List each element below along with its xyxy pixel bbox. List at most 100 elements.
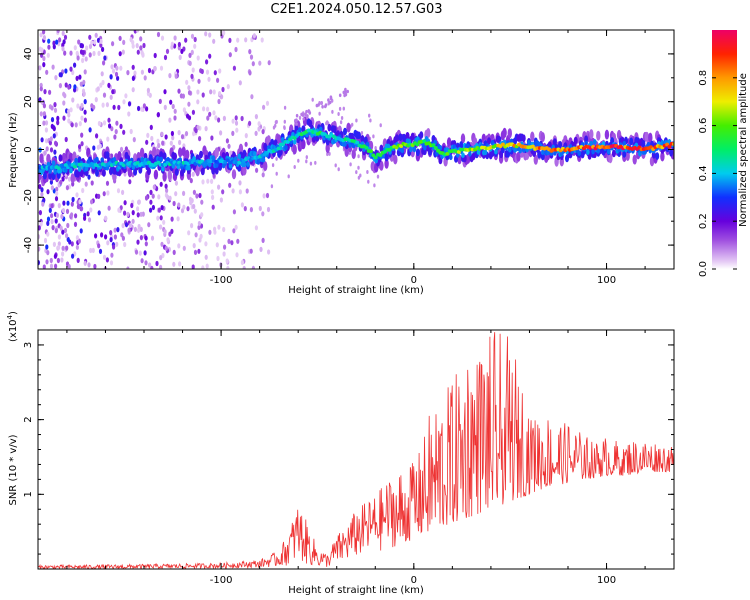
- heatmap-ridge-cell: [51, 160, 56, 166]
- heatmap-noise-cell: [115, 65, 119, 71]
- heatmap-ridge-cell: [629, 137, 634, 146]
- heatmap-ridge-cell: [242, 165, 247, 176]
- heatmap-noise-cell: [329, 96, 333, 101]
- heatmap-noise-cell: [90, 40, 94, 46]
- heatmap-noise-cell: [80, 132, 84, 138]
- heatmap-noise-cell: [343, 93, 346, 98]
- heatmap-noise-cell: [254, 225, 258, 231]
- heatmap-noise-cell: [83, 215, 87, 221]
- heatmap-noise-cell: [254, 114, 258, 120]
- heatmap-noise-cell: [251, 61, 255, 67]
- heatmap-ridge-cell: [95, 156, 99, 163]
- heatmap-noise-cell: [62, 100, 66, 106]
- heatmap-noise-cell: [73, 221, 78, 227]
- bottom-plot-frame: [37, 329, 675, 570]
- heatmap-noise-cell: [283, 119, 286, 124]
- heatmap-noise-cell: [99, 82, 103, 88]
- heatmap-noise-cell: [81, 187, 85, 194]
- heatmap-noise-cell: [102, 254, 107, 260]
- heatmap-noise-cell: [151, 204, 155, 211]
- heatmap-noise-cell: [221, 189, 225, 195]
- heatmap-noise-cell: [164, 183, 168, 189]
- heatmap-noise-cell: [340, 116, 344, 120]
- heatmap-ridge-cell: [507, 128, 512, 139]
- bottom-y-tick-label: 3: [23, 342, 34, 348]
- heatmap-noise-cell: [60, 213, 64, 220]
- bottom-x-tick-label: -100: [210, 575, 233, 586]
- heatmap-noise-cell: [79, 228, 83, 234]
- heatmap-ridge-cell: [270, 138, 275, 147]
- heatmap-noise-cell: [121, 235, 125, 241]
- heatmap-noise-cell: [201, 179, 205, 185]
- colorbar-tick-label: 0.0: [698, 261, 709, 277]
- heatmap-noise-cell: [262, 104, 266, 110]
- heatmap-noise-cell: [53, 149, 57, 155]
- bottom-x-tick-label: 0: [411, 575, 417, 586]
- heatmap-noise-cell: [144, 241, 148, 247]
- heatmap-noise-cell: [366, 170, 369, 174]
- heatmap-noise-cell: [259, 246, 263, 252]
- heatmap-noise-cell: [208, 229, 212, 235]
- heatmap-noise-cell: [186, 206, 190, 212]
- heatmap-noise-cell: [113, 227, 117, 233]
- heatmap-noise-cell: [261, 237, 265, 243]
- heatmap-noise-cell: [54, 263, 58, 269]
- heatmap-noise-cell: [63, 34, 68, 40]
- heatmap-ridge-cell: [58, 154, 63, 162]
- heatmap-ridge-cell: [527, 139, 531, 146]
- heatmap-noise-cell: [187, 90, 192, 96]
- heatmap-noise-cell: [45, 146, 49, 152]
- heatmap-noise-cell: [342, 90, 346, 95]
- heatmap-noise-cell: [43, 89, 47, 95]
- heatmap-noise-cell: [178, 139, 182, 146]
- heatmap-noise-cell: [218, 68, 222, 74]
- heatmap-noise-cell: [63, 93, 67, 99]
- heatmap-ridge-cell: [242, 161, 247, 168]
- heatmap-noise-cell: [355, 118, 358, 123]
- heatmap-noise-cell: [367, 179, 370, 184]
- heatmap-noise-cell: [52, 133, 56, 139]
- heatmap-ridge-cell: [516, 151, 521, 162]
- heatmap-ridge-cell: [278, 148, 283, 156]
- heatmap-noise-cell: [244, 141, 248, 147]
- heatmap-noise-cell: [42, 30, 46, 35]
- heatmap-noise-cell: [129, 222, 133, 228]
- heatmap-noise-cell: [75, 235, 79, 241]
- heatmap-noise-cell: [160, 131, 164, 137]
- heatmap-ridge-cell: [153, 169, 159, 180]
- heatmap-noise-cell: [40, 137, 44, 143]
- heatmap-ridge-cell: [332, 125, 337, 134]
- heatmap-noise-cell: [270, 184, 274, 189]
- heatmap-noise-cell: [92, 104, 96, 110]
- heatmap-noise-cell: [61, 208, 66, 214]
- heatmap-ridge-cell: [46, 153, 51, 164]
- heatmap-noise-cell: [197, 224, 201, 230]
- heatmap-noise-cell: [266, 206, 271, 213]
- heatmap-ridge-cell: [384, 158, 389, 169]
- heatmap-ridge-cell: [552, 138, 557, 146]
- heatmap-noise-cell: [131, 210, 135, 216]
- heatmap-noise-cell: [196, 89, 200, 95]
- heatmap-ridge-cell: [214, 147, 219, 158]
- heatmap-noise-cell: [67, 84, 71, 90]
- heatmap-noise-cell: [80, 115, 84, 121]
- heatmap-noise-cell: [149, 207, 153, 213]
- heatmap-noise-cell: [185, 79, 189, 85]
- bottom-y-tick-label: 1: [23, 491, 34, 497]
- heatmap-noise-cell: [174, 180, 178, 186]
- heatmap-ridge-cell: [140, 156, 144, 163]
- heatmap-noise-cell: [82, 79, 86, 85]
- heatmap-noise-cell: [46, 220, 50, 226]
- heatmap-noise-cell: [84, 181, 88, 187]
- heatmap-noise-cell: [139, 235, 143, 241]
- heatmap-noise-cell: [73, 45, 77, 51]
- heatmap-noise-cell: [102, 92, 107, 98]
- heatmap-noise-cell: [159, 65, 164, 71]
- heatmap-noise-cell: [75, 192, 79, 198]
- heatmap-ridge-cell: [284, 144, 288, 151]
- heatmap-noise-cell: [97, 243, 101, 249]
- heatmap-noise-cell: [69, 50, 73, 56]
- heatmap-noise-cell: [194, 128, 198, 134]
- heatmap-noise-cell: [261, 129, 265, 135]
- heatmap-noise-cell: [80, 102, 84, 109]
